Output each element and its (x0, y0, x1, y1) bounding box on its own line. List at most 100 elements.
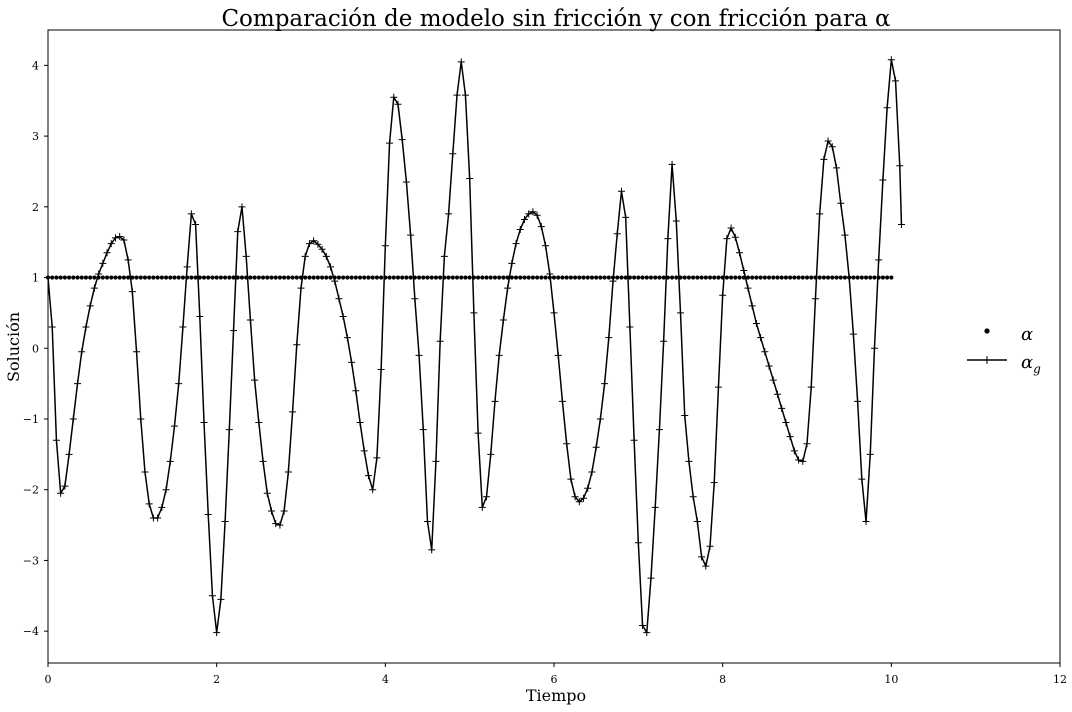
data-point-alpha (421, 275, 426, 280)
data-point-alpha (598, 275, 603, 280)
data-point-alpha-g (48, 323, 56, 331)
data-point-alpha (560, 275, 565, 280)
data-point-alpha-g (314, 240, 322, 248)
data-point-alpha-g (723, 235, 731, 243)
data-point-alpha (113, 275, 118, 280)
data-point-alpha-g (761, 348, 769, 356)
data-point-alpha-g (862, 518, 870, 526)
data-point-alpha (868, 275, 873, 280)
data-point-alpha (619, 275, 624, 280)
data-point-alpha-g (613, 230, 621, 238)
data-point-alpha-g (348, 358, 356, 366)
data-point-alpha-g (411, 295, 419, 303)
data-point-alpha-g (571, 493, 579, 501)
data-point-alpha (729, 275, 734, 280)
data-point-alpha-g (897, 220, 905, 228)
data-point-alpha (353, 275, 358, 280)
data-point-alpha (269, 275, 274, 280)
data-point-alpha (307, 275, 312, 280)
data-point-alpha-g (145, 500, 153, 508)
data-point-alpha (294, 275, 299, 280)
data-point-alpha (880, 275, 886, 280)
data-point-alpha (568, 275, 573, 280)
data-point-alpha (513, 275, 519, 280)
data-point-alpha-g (575, 498, 583, 506)
data-point-alpha-g (702, 562, 710, 570)
data-point-alpha-g (744, 284, 752, 292)
data-point-alpha (695, 275, 700, 280)
data-point-alpha-g (166, 457, 174, 465)
data-point-alpha (859, 275, 864, 280)
data-point-alpha-g (61, 482, 69, 490)
data-point-alpha (640, 275, 645, 280)
data-point-alpha-g (516, 225, 524, 233)
data-point-alpha-g (698, 553, 706, 561)
series-layer (44, 56, 905, 637)
data-point-alpha (54, 275, 59, 280)
data-point-alpha (223, 275, 228, 280)
data-point-alpha-g (402, 178, 410, 186)
data-point-alpha-g (858, 475, 866, 483)
data-point-alpha (104, 275, 110, 280)
data-point-alpha (872, 275, 877, 280)
data-point-alpha (201, 275, 207, 280)
data-point-alpha (796, 275, 801, 280)
data-point-alpha (408, 275, 413, 280)
data-point-alpha (851, 275, 856, 280)
data-point-alpha-g (740, 266, 748, 274)
data-point-alpha (724, 275, 729, 280)
data-point-alpha (303, 275, 308, 280)
data-point-alpha (745, 275, 751, 280)
data-point-alpha-g (896, 162, 904, 170)
data-point-alpha-g (833, 164, 841, 172)
data-point-alpha-g (327, 263, 335, 271)
data-point-alpha-g (52, 436, 60, 444)
data-point-alpha-g (322, 252, 330, 260)
legend-label-alpha: α (1021, 324, 1033, 345)
data-point-alpha-g (816, 210, 824, 218)
data-point-alpha-g (255, 419, 263, 427)
data-point-alpha-g (630, 436, 638, 444)
data-point-alpha (809, 275, 814, 280)
data-point-alpha-g (782, 419, 790, 427)
series-line-alpha-g (47, 58, 903, 634)
data-point-alpha (180, 275, 186, 280)
data-point-alpha (830, 275, 835, 280)
data-point-alpha (256, 275, 261, 280)
data-point-alpha (341, 275, 346, 280)
data-point-alpha-g (390, 93, 398, 101)
data-point-alpha-g (892, 77, 900, 85)
series-alpha-g (44, 56, 905, 637)
data-point-alpha (349, 275, 354, 280)
data-point-alpha (155, 275, 160, 280)
data-point-alpha (227, 275, 232, 280)
data-point-alpha (838, 275, 843, 280)
data-point-alpha-g (103, 249, 111, 257)
data-point-alpha-g (297, 284, 305, 292)
data-point-alpha (416, 275, 422, 280)
data-point-alpha (88, 275, 93, 280)
data-point-alpha (151, 275, 156, 280)
data-point-alpha-g (651, 503, 659, 511)
data-point-alpha-g (331, 277, 339, 285)
data-point-alpha (336, 275, 342, 280)
data-point-alpha (404, 275, 409, 280)
data-point-alpha-g (369, 486, 377, 494)
data-point-alpha (374, 275, 379, 280)
data-point-alpha (75, 275, 80, 280)
data-point-alpha-g (263, 489, 271, 497)
data-point-alpha (699, 275, 704, 280)
data-point-alpha (319, 275, 325, 280)
data-point-alpha-g (196, 312, 204, 320)
data-point-alpha-g (381, 242, 389, 250)
data-point-alpha (400, 275, 405, 280)
data-point-alpha (564, 275, 569, 280)
data-point-alpha (606, 275, 611, 280)
y-tick-label: 2 (32, 201, 39, 214)
data-point-alpha (387, 275, 392, 280)
data-point-alpha-g (318, 245, 326, 253)
data-point-alpha-g (596, 415, 604, 423)
data-point-alpha-g (86, 302, 94, 310)
data-point-alpha-g (866, 450, 874, 458)
data-point-alpha-g (689, 493, 697, 501)
